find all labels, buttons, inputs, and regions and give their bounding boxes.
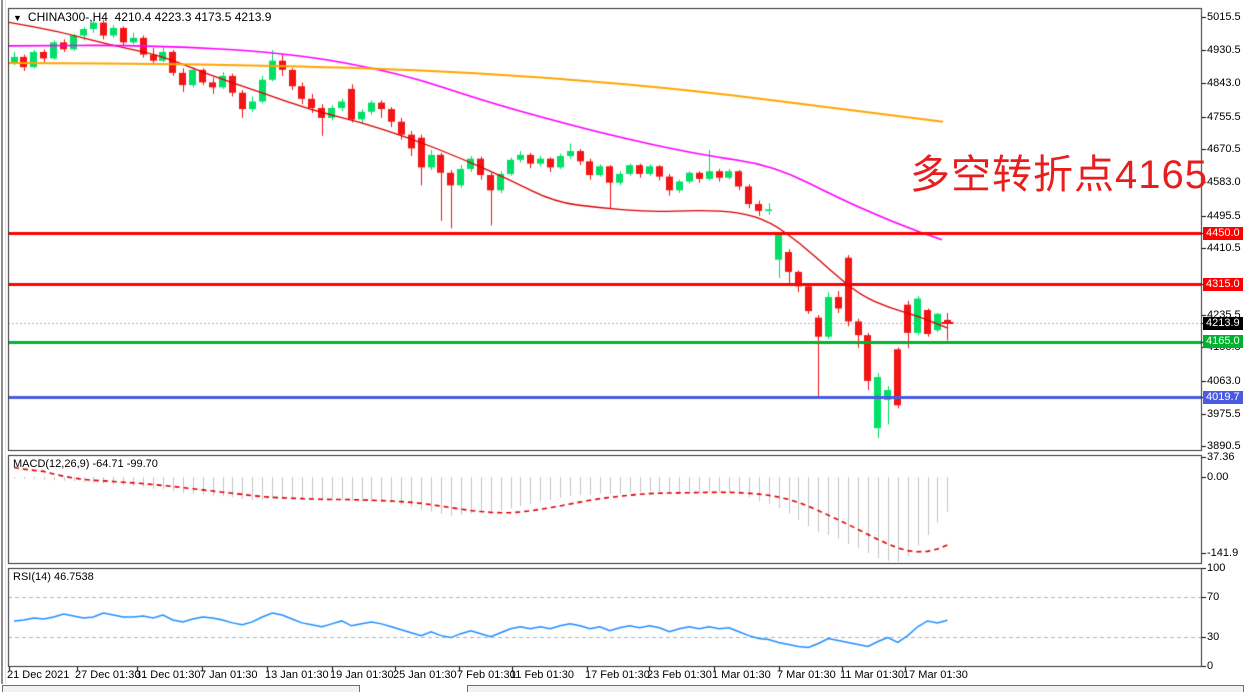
chevron-down-icon[interactable]: ▼ xyxy=(13,13,22,23)
bottom-panel-segment-left xyxy=(2,685,360,692)
chart-ohlc-values: 4210.4 4223.3 4173.5 4213.9 xyxy=(114,10,272,24)
annotation-text: 多空转折点4165 xyxy=(910,153,1208,197)
window-left-edge xyxy=(1,0,3,684)
chart-symbol-period: CHINA300-,H4 xyxy=(27,10,108,24)
rsi-indicator-label: RSI(14) 46.7538 xyxy=(13,571,94,583)
macd-indicator-label: MACD(12,26,9) -64.71 -99.70 xyxy=(13,458,158,470)
bottom-panel-segment-right xyxy=(467,685,1244,692)
chart-title: ▼ CHINA300-,H4 4210.4 4223.3 4173.5 4213.… xyxy=(13,10,271,24)
bottom-strip xyxy=(0,684,1244,692)
window-left-edge-highlight xyxy=(5,0,6,684)
